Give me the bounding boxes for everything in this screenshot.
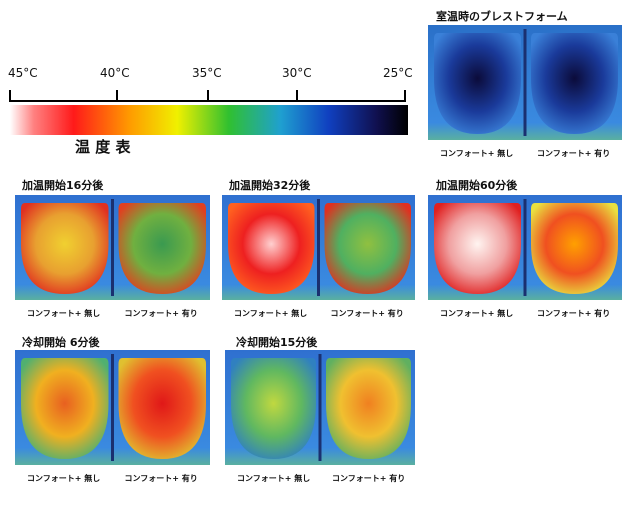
thermal-image [428, 195, 622, 300]
breast-form [434, 203, 521, 294]
color-bar [10, 105, 408, 135]
thermal-image [428, 25, 622, 140]
panel-title: 冷却開始15分後 [236, 336, 318, 349]
panel-label: コンフォート+ 有り [124, 474, 198, 483]
scale-title: 温 度 表 [75, 138, 131, 156]
panel-label: コンフォート+ 無し [234, 309, 308, 318]
thermal-image [225, 350, 415, 465]
tick-label: 30°C [282, 66, 312, 80]
breast-form [231, 358, 316, 459]
tick-label: 45°C [8, 66, 38, 80]
panel-label: コンフォート+ 無し [440, 309, 514, 318]
panel-title: 加温開始32分後 [229, 179, 311, 192]
panel-label: コンフォート+ 有り [124, 309, 198, 318]
breast-form [228, 203, 315, 294]
thermal-image [15, 195, 210, 300]
panel-label: コンフォート+ 無し [27, 309, 101, 318]
panel-label: コンフォート+ 無し [440, 149, 514, 158]
panel-label: コンフォート+ 無し [27, 474, 101, 483]
breast-form [21, 203, 109, 294]
panel-label: コンフォート+ 有り [330, 309, 404, 318]
thermal-image [222, 195, 415, 300]
panel-title: 室温時のブレストフォーム [436, 10, 568, 23]
panel-label: コンフォート+ 有り [332, 474, 406, 483]
breast-form [434, 33, 521, 134]
breast-form [531, 33, 618, 134]
breast-form [531, 203, 618, 294]
panel-label: コンフォート+ 有り [537, 149, 611, 158]
breast-form [21, 358, 109, 459]
breast-form [326, 358, 411, 459]
breast-form [118, 203, 206, 294]
tick-label: 25°C [383, 66, 413, 80]
tick-label: 40°C [100, 66, 130, 80]
panel-title: 冷却開始 6分後 [22, 336, 100, 349]
panel-label: コンフォート+ 無し [237, 474, 311, 483]
breast-form [324, 203, 411, 294]
panel-title: 加温開始16分後 [22, 179, 104, 192]
panel-title: 加温開始60分後 [436, 179, 518, 192]
panel-label: コンフォート+ 有り [537, 309, 611, 318]
breast-form [118, 358, 206, 459]
thermal-image [15, 350, 210, 465]
temperature-scale [9, 90, 408, 135]
tick-label: 35°C [192, 66, 222, 80]
